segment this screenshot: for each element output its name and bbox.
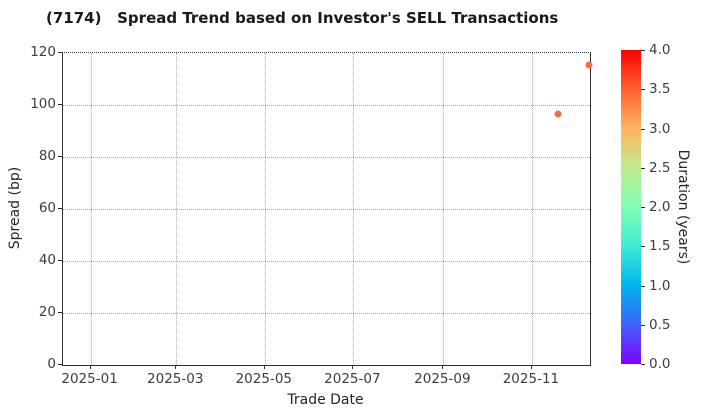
x-tick-label: 2025-11 <box>502 371 560 387</box>
colorbar-tick-mark <box>641 89 645 91</box>
y-tick-label: 0 <box>47 356 56 372</box>
y-tick-mark <box>58 156 62 157</box>
gridline-vertical <box>176 53 178 365</box>
x-tick-label: 2025-07 <box>324 371 381 387</box>
gridline-horizontal <box>63 105 590 106</box>
colorbar-tick-mark <box>641 50 645 51</box>
colorbar-tick-mark <box>641 207 645 208</box>
colorbar-tick-label: 0.5 <box>649 316 671 333</box>
y-tick-mark <box>58 312 62 313</box>
colorbar-tick-mark <box>641 167 645 169</box>
gridline-horizontal <box>63 261 590 262</box>
colorbar-tick-label: 3.5 <box>649 81 671 98</box>
gridline-vertical <box>531 53 533 365</box>
x-tick-label: 2025-03 <box>147 371 204 387</box>
x-tick-mark <box>263 365 265 369</box>
gridline-vertical <box>443 53 445 365</box>
x-tick-label: 2025-09 <box>414 371 471 387</box>
x-tick-mark <box>89 365 91 369</box>
colorbar-tick-label: 2.5 <box>649 159 671 176</box>
colorbar-tick-label: 0.0 <box>649 356 671 372</box>
colorbar-tick-mark <box>641 285 645 287</box>
colorbar-tick-label: 1.0 <box>649 277 671 294</box>
x-tick-label: 2025-01 <box>61 371 118 387</box>
x-tick-mark <box>530 365 532 369</box>
colorbar-gradient <box>621 50 641 364</box>
y-tick-label: 120 <box>30 44 56 60</box>
colorbar-tick-mark <box>641 364 645 365</box>
x-tick-mark <box>352 365 354 369</box>
y-tick-label: 100 <box>30 96 56 112</box>
colorbar-tick-mark <box>641 128 645 130</box>
colorbar-tick-mark <box>641 246 645 248</box>
y-tick-mark <box>58 364 62 365</box>
y-tick-mark <box>58 260 62 261</box>
gridline-horizontal <box>63 157 590 158</box>
colorbar-tick-label: 2.0 <box>649 199 671 215</box>
x-tick-label: 2025-05 <box>235 371 292 387</box>
colorbar-tick-mark <box>641 324 645 326</box>
colorbar-tick-label: 3.0 <box>649 120 671 137</box>
colorbar-label: Duration (years) <box>675 149 691 265</box>
x-tick-mark <box>175 365 177 369</box>
gridline-horizontal <box>63 313 590 314</box>
y-tick-mark <box>58 52 62 53</box>
y-tick-mark <box>58 208 62 209</box>
x-tick-mark <box>442 365 444 369</box>
gridline-vertical <box>264 53 266 365</box>
x-axis-label: Trade Date <box>287 392 364 408</box>
plot-area <box>62 52 593 366</box>
y-tick-label: 80 <box>38 148 56 164</box>
data-point <box>554 110 562 118</box>
y-tick-label: 60 <box>38 200 56 216</box>
gridline-vertical <box>353 53 355 365</box>
data-point <box>585 61 593 69</box>
colorbar-tick-label: 4.0 <box>649 42 671 58</box>
colorbar-tick-label: 1.5 <box>649 238 671 255</box>
chart-title: (7174) Spread Trend based on Investor's … <box>46 9 559 27</box>
y-tick-mark <box>58 104 62 105</box>
y-tick-label: 40 <box>38 252 56 268</box>
y-tick-label: 20 <box>38 304 56 320</box>
gridline-vertical <box>90 53 92 365</box>
gridline-horizontal <box>63 209 590 210</box>
